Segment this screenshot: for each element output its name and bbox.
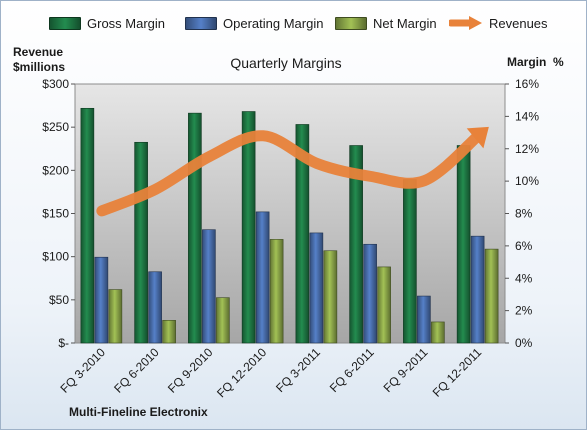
legend-item-operating-margin: Operating Margin: [185, 13, 323, 33]
right-axis-tick-label: 12%: [515, 142, 539, 156]
net-margin-bar: [484, 248, 499, 344]
legend-item-gross-margin: Gross Margin: [49, 13, 165, 33]
operating-margin-bar: [148, 271, 162, 344]
chart-legend: Gross Margin Operating Margin Net Margin Re…: [0, 0, 587, 50]
operating-margin-bar: [470, 235, 485, 344]
x-axis-tick-label: FQ 6-2010: [111, 345, 162, 396]
revenues-arrowhead: [466, 126, 489, 149]
gross-margin-bar: [456, 145, 471, 344]
gross-margin-bar: [80, 107, 95, 344]
right-axis-tick-label: 0%: [515, 336, 533, 350]
left-axis-tick-label: $200: [42, 163, 69, 177]
x-axis-tick-label: FQ 6-2011: [327, 345, 377, 395]
right-axis-tick-label: 14%: [515, 109, 539, 123]
right-axis-tick-label: 2%: [515, 304, 533, 318]
y-left-label-line1: Revenue: [13, 45, 63, 59]
revenues-line: [96, 130, 484, 217]
operating-margin-bar: [309, 232, 324, 344]
legend-swatch: [49, 16, 81, 30]
left-axis-tick-label: $100: [42, 250, 69, 264]
left-axis-tick-label: $250: [42, 120, 69, 134]
left-axis-tick-label: $50: [49, 293, 69, 307]
x-axis-tick-label: FQ 12-2011: [430, 345, 485, 400]
gross-margin-bar: [295, 124, 310, 344]
y-left-label-line2: $millions: [13, 60, 65, 74]
legend-label: Operating Margin: [223, 15, 324, 31]
legend-label: Net Margin: [373, 15, 437, 31]
net-margin-bar: [269, 239, 284, 344]
left-axis-tick-label: $300: [42, 77, 69, 91]
net-margin-bar: [216, 297, 230, 344]
right-axis-tick-label: 6%: [515, 239, 533, 253]
operating-margin-bar: [363, 243, 377, 344]
gross-margin-bar: [403, 179, 417, 344]
x-axis-tick-label: FQ 3-2011: [273, 345, 323, 395]
company-name: Multi-Fineline Electronix: [69, 405, 208, 419]
gross-margin-bar: [349, 145, 363, 344]
x-axis-tick-label: FQ 9-2011: [381, 345, 431, 395]
right-axis-tick-label: 16%: [515, 77, 539, 91]
operating-margin-bar: [255, 211, 270, 344]
legend-swatch: [335, 16, 367, 30]
legend-arrow-icon: [449, 16, 482, 30]
net-margin-bar: [108, 289, 123, 344]
x-axis-tick-label: FQ 9-2010: [165, 345, 216, 396]
right-axis-tick-label: 8%: [515, 207, 533, 221]
left-axis-tick-label: $-: [58, 336, 69, 350]
net-margin-bar: [431, 321, 445, 344]
y-right-label: Margin %: [507, 55, 564, 69]
x-axis-tick-label: FQ 3-2010: [58, 345, 109, 396]
legend-swatch: [185, 16, 217, 30]
legend-label: Revenues: [489, 15, 548, 31]
operating-margin-bar: [202, 229, 216, 344]
legend-item-revenues: Revenues: [449, 13, 548, 33]
legend-label: Gross Margin: [87, 15, 166, 31]
left-axis-tick-label: $150: [42, 207, 69, 221]
net-margin-bar: [377, 266, 391, 344]
net-margin-bar: [162, 320, 176, 344]
chart-title: Quarterly Margins: [230, 55, 341, 71]
legend-item-net-margin: Net Margin: [335, 13, 437, 33]
right-axis-tick-label: 10%: [515, 174, 539, 188]
operating-margin-bar: [417, 295, 431, 344]
gross-margin-bar: [241, 111, 256, 344]
x-axis-tick-label: FQ 12-2010: [214, 345, 269, 400]
net-margin-bar: [323, 250, 338, 344]
gross-margin-bar: [134, 141, 148, 344]
right-axis-tick-label: 4%: [515, 271, 533, 285]
gross-margin-bar: [188, 112, 202, 344]
operating-margin-bar: [94, 256, 109, 344]
